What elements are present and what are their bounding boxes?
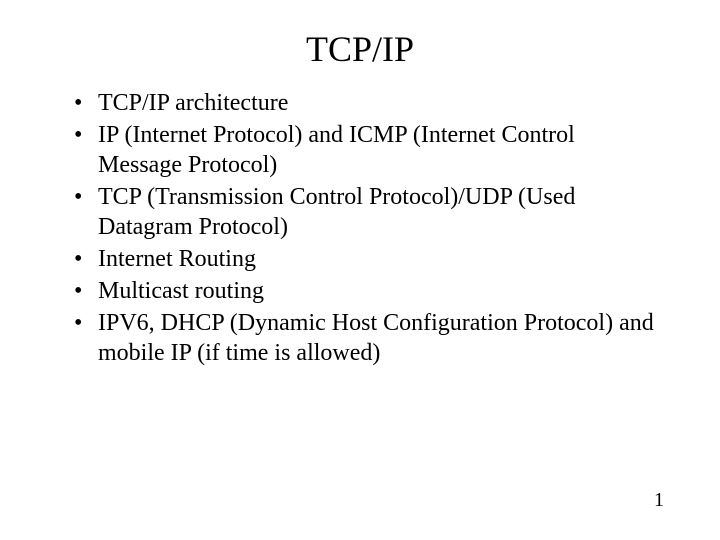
slide-title: TCP/IP [56, 28, 664, 70]
list-item: Multicast routing [98, 276, 664, 306]
slide: TCP/IP TCP/IP architecture IP (Internet … [0, 0, 720, 540]
list-item: TCP/IP architecture [98, 88, 664, 118]
list-item: IP (Internet Protocol) and ICMP (Interne… [98, 120, 664, 180]
list-item: TCP (Transmission Control Protocol)/UDP … [98, 182, 664, 242]
list-item: IPV6, DHCP (Dynamic Host Configuration P… [98, 308, 664, 368]
bullet-list: TCP/IP architecture IP (Internet Protoco… [56, 88, 664, 368]
list-item: Internet Routing [98, 244, 664, 274]
page-number: 1 [654, 489, 664, 512]
